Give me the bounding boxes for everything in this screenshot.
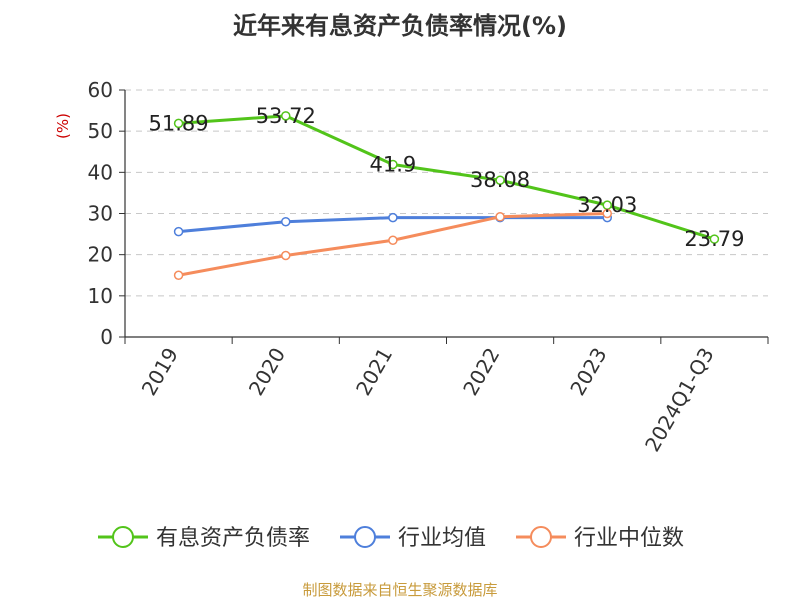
y-tick-label: 40 [88, 160, 113, 184]
data-label: 51.89 [149, 111, 209, 135]
data-point [173, 270, 184, 280]
x-tick-label: 2019 [137, 344, 183, 400]
data-label: 23.79 [684, 227, 744, 251]
data-point [281, 250, 291, 261]
legend-label: 有息资产负债率 [156, 526, 310, 551]
legend[interactable]: 有息资产负债率 行业均值 行业中位数 [98, 526, 684, 551]
y-tick-label: 10 [88, 284, 113, 308]
data-point [709, 234, 720, 244]
x-tick-label: 2022 [458, 344, 504, 400]
data-point [281, 111, 291, 121]
x-tick-label: 2021 [351, 344, 397, 400]
y-tick-label: 20 [88, 243, 113, 267]
x-tick-label: 2020 [244, 344, 290, 400]
legend-marker [530, 526, 552, 548]
data-point [388, 159, 398, 170]
legend-label: 行业中位数 [574, 526, 684, 551]
data-point [173, 118, 184, 129]
y-tick-label: 50 [88, 119, 113, 143]
legend-marker [354, 526, 376, 548]
data-label: 53.72 [256, 104, 316, 128]
y-tick-label: 60 [88, 78, 113, 102]
data-point [173, 226, 184, 237]
series-line-1 [178, 114, 715, 241]
data-point [495, 175, 505, 185]
data-label-layer: 51.89 53.72 41.9 38.08 32.03 23.79 [149, 104, 745, 251]
legend-item-1[interactable]: 有息资产负债率 [98, 526, 310, 551]
data-point [388, 235, 398, 246]
legend-item-3[interactable]: 行业中位数 [516, 526, 684, 551]
y-axis-label: (%) [54, 113, 72, 139]
x-tick-label: 2024Q1-Q3 [640, 344, 719, 456]
data-point [495, 212, 505, 222]
legend-marker [112, 526, 134, 548]
y-tick-label: 30 [88, 202, 113, 226]
series-layer [173, 111, 720, 280]
chart-title: 近年来有息资产负债率情况(%) [233, 12, 567, 40]
data-label: 32.03 [577, 193, 637, 217]
legend-label: 行业均值 [398, 526, 486, 551]
data-point [281, 216, 291, 227]
source-note: 制图数据来自恒生聚源数据库 [302, 581, 497, 599]
legend-item-2[interactable]: 行业均值 [340, 526, 486, 551]
data-label: 41.9 [370, 153, 417, 177]
data-label: 38.08 [470, 168, 530, 192]
x-tick-label: 2023 [565, 344, 611, 400]
data-point [602, 208, 612, 219]
data-point [388, 212, 398, 223]
y-tick-label: 0 [100, 325, 113, 349]
